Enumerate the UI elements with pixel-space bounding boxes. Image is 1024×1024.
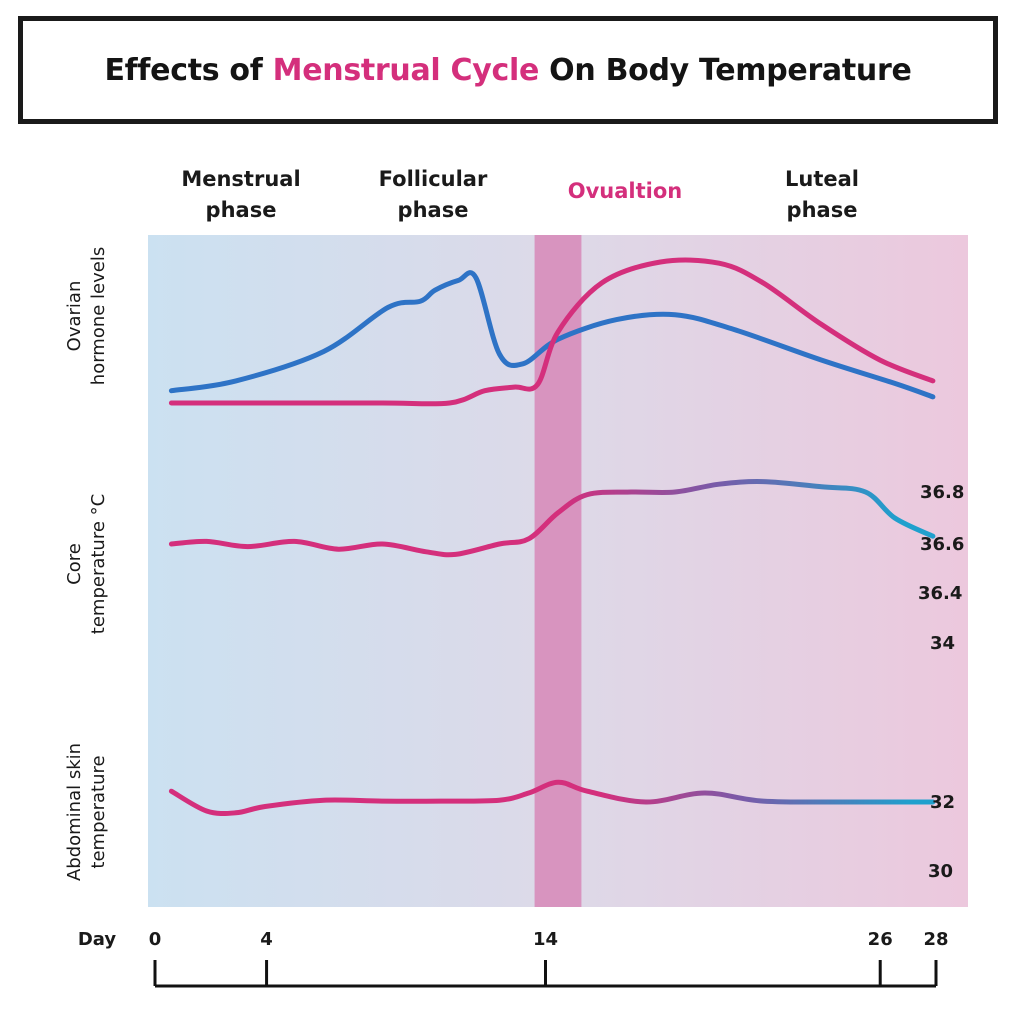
y-axis-label-line: temperature °C — [88, 494, 109, 634]
y-tick-label: 36.8 — [920, 482, 964, 503]
chart-title: Effects of Menstrual Cycle On Body Tempe… — [104, 53, 911, 88]
day-tick-label: 4 — [260, 929, 273, 950]
x-axis-label: Day — [78, 929, 117, 950]
y-axis-labels: Ovarian hormone levels Core temperature °C A… — [64, 247, 109, 881]
y-axis-label-line: Abdominal skin — [64, 743, 85, 881]
phase-label-line: phase — [206, 198, 277, 222]
y-axis-label-line: Core — [64, 543, 85, 585]
series-line — [168, 257, 936, 407]
day-tick-label: 14 — [533, 929, 558, 950]
title-box: Effects of Menstrual Cycle On Body Tempe… — [18, 16, 998, 124]
y-tick-label: 30 — [928, 861, 953, 882]
y-axis-label: Core temperature °C — [64, 494, 109, 634]
phase-label: Follicular phase — [379, 167, 488, 222]
y-axis-label-line: Ovarian — [64, 281, 85, 352]
day-axis: Day 0 4 14 26 28 — [78, 929, 949, 988]
phase-label: Menstrual phase — [181, 167, 300, 222]
y-axis-label-line: temperature — [88, 755, 109, 868]
phase-label-line: Follicular — [379, 167, 488, 191]
series-layer — [168, 257, 936, 817]
phase-label: Ovualtion — [568, 179, 682, 203]
day-ticks: 0 4 14 26 28 — [149, 929, 949, 986]
y-axis-label: Ovarian hormone levels — [64, 247, 109, 385]
phase-label: Luteal phase — [785, 167, 859, 222]
phase-labels: Menstrual phase Follicular phase Ovualtion Lu… — [181, 167, 859, 222]
day-tick-label: 28 — [923, 929, 948, 950]
series-line — [168, 479, 936, 558]
title-prefix: Effects of — [104, 52, 273, 88]
series-line — [168, 779, 936, 817]
day-tick-label: 0 — [149, 929, 162, 950]
y-tick-label: 36.4 — [918, 583, 962, 604]
series-line — [168, 270, 936, 400]
phase-label-line: Ovualtion — [568, 179, 682, 203]
phase-label-line: phase — [787, 198, 858, 222]
y-axis-label: Abdominal skin temperature — [64, 743, 109, 881]
phase-label-line: phase — [398, 198, 469, 222]
phase-label-line: Luteal — [785, 167, 859, 191]
title-suffix: On Body Temperature — [539, 52, 912, 88]
y-tick-label: 34 — [930, 633, 955, 654]
y-tick-labels: 36.8 36.6 36.4 34 32 30 — [918, 482, 964, 882]
y-tick-label: 36.6 — [920, 534, 964, 555]
phase-label-line: Menstrual — [181, 167, 300, 191]
day-tick-label: 26 — [868, 929, 893, 950]
title-accent: Menstrual Cycle — [272, 52, 540, 88]
y-axis-label-line: hormone levels — [88, 247, 109, 385]
y-tick-label: 32 — [930, 792, 955, 813]
